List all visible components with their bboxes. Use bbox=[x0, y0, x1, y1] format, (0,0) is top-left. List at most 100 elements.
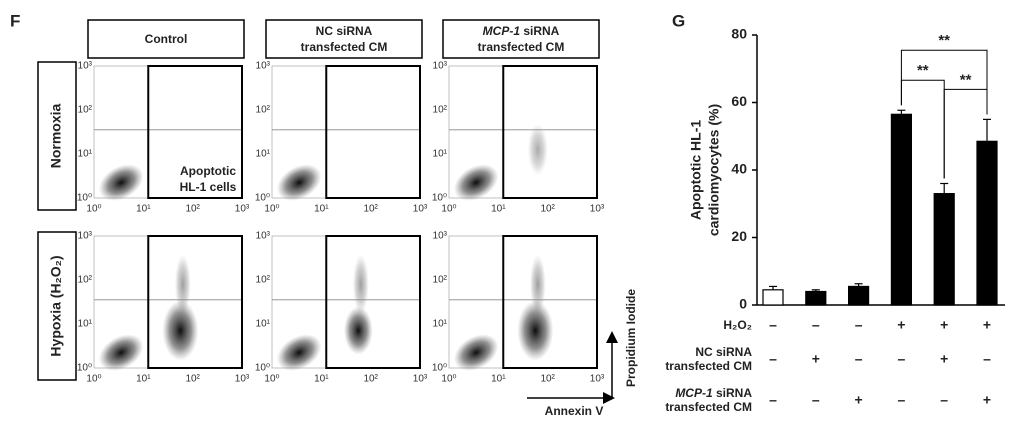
x-tick-label: 10² bbox=[540, 374, 555, 385]
condition-sign: + bbox=[983, 392, 991, 408]
row-header-box bbox=[37, 231, 77, 381]
cell-cloud bbox=[529, 254, 546, 315]
column-header-box bbox=[442, 19, 600, 59]
column-header: transfected CM bbox=[478, 40, 565, 54]
x-tick-label: 10⁰ bbox=[264, 374, 279, 385]
y-tick-label: 10⁰ bbox=[77, 193, 92, 204]
y-tick-label: 10⁰ bbox=[77, 363, 92, 374]
condition-label: transfected CM bbox=[665, 359, 752, 373]
bar bbox=[933, 193, 955, 306]
condition-sign: – bbox=[812, 317, 820, 333]
x-tick-label: 10² bbox=[185, 204, 200, 215]
y-tick-label: 10¹ bbox=[256, 149, 271, 160]
y-tick-label: 10⁰ bbox=[432, 363, 447, 374]
condition-label: H₂O₂ bbox=[723, 318, 752, 332]
y-tick-label: 10⁰ bbox=[255, 193, 270, 204]
condition-sign: + bbox=[940, 317, 948, 333]
y-tick-label: 0 bbox=[739, 296, 747, 312]
cell-cloud bbox=[98, 164, 144, 201]
column-header: Control bbox=[145, 32, 188, 46]
gate bbox=[502, 65, 598, 199]
bar bbox=[762, 289, 784, 306]
y-tick-label: 10² bbox=[433, 105, 448, 116]
condition-sign: – bbox=[855, 351, 863, 367]
y-tick-label: 10¹ bbox=[256, 319, 271, 330]
condition-label-italic: MCP-1 bbox=[675, 386, 713, 400]
y-axis-label: Propidium Iodide bbox=[624, 289, 638, 387]
gate bbox=[325, 65, 421, 199]
y-axis-label: Apoptotic HL-1 bbox=[688, 120, 704, 221]
condition-sign: + bbox=[983, 317, 991, 333]
x-tick-label: 10¹ bbox=[491, 204, 506, 215]
x-tick-label: 10¹ bbox=[314, 374, 329, 385]
row-header: Hypoxia (H₂O₂) bbox=[48, 255, 64, 356]
condition-label: NC siRNA bbox=[695, 345, 752, 359]
x-tick-label: 10³ bbox=[413, 204, 428, 215]
x-tick-label: 10³ bbox=[590, 374, 605, 385]
bar bbox=[805, 290, 827, 306]
y-axis-label: cardiomyocytes (%) bbox=[706, 104, 722, 236]
cell-cloud bbox=[174, 254, 191, 315]
cell-cloud bbox=[98, 334, 144, 371]
condition-sign: – bbox=[769, 317, 777, 333]
condition-sign: + bbox=[940, 351, 948, 367]
cell-cloud bbox=[162, 300, 199, 361]
column-header-rest: siRNA bbox=[520, 24, 560, 38]
x-tick-label: 10⁰ bbox=[86, 374, 101, 385]
y-tick-label: 10³ bbox=[433, 231, 448, 242]
y-tick-label: 20 bbox=[731, 228, 747, 244]
x-tick-label: 10³ bbox=[590, 204, 605, 215]
y-tick-label: 10² bbox=[256, 275, 271, 286]
y-tick-label: 10⁰ bbox=[432, 193, 447, 204]
y-tick-label: 10³ bbox=[78, 61, 93, 72]
condition-sign: – bbox=[940, 392, 948, 408]
x-tick-label: 10⁰ bbox=[264, 204, 279, 215]
condition-label: transfected CM bbox=[665, 400, 752, 414]
x-tick-label: 10⁰ bbox=[441, 374, 456, 385]
y-tick-label: 80 bbox=[731, 26, 747, 42]
condition-label-rest: siRNA bbox=[713, 386, 753, 400]
column-header: NC siRNA bbox=[316, 24, 373, 38]
significance-label: ** bbox=[917, 62, 929, 79]
condition-sign: + bbox=[812, 351, 820, 367]
gate bbox=[147, 65, 243, 199]
significance-label: ** bbox=[960, 71, 972, 88]
gate bbox=[502, 235, 598, 369]
cell-cloud bbox=[352, 254, 369, 315]
x-tick-label: 10² bbox=[363, 374, 378, 385]
y-tick-label: 10¹ bbox=[78, 319, 93, 330]
column-header: transfected CM bbox=[301, 40, 388, 54]
cell-cloud bbox=[276, 334, 322, 371]
condition-sign: + bbox=[855, 392, 863, 408]
panel-label: F bbox=[10, 11, 20, 30]
cell-cloud bbox=[453, 334, 499, 371]
cell-cloud bbox=[517, 300, 554, 361]
y-tick-label: 10¹ bbox=[78, 149, 93, 160]
bar bbox=[890, 113, 913, 306]
x-tick-label: 10² bbox=[185, 374, 200, 385]
x-tick-label: 10¹ bbox=[136, 374, 151, 385]
cell-cloud bbox=[453, 164, 499, 201]
column-header-box bbox=[87, 19, 245, 59]
bar bbox=[847, 285, 870, 306]
significance-bracket bbox=[900, 49, 988, 115]
y-tick-label: 10³ bbox=[433, 61, 448, 72]
cell-cloud bbox=[276, 164, 322, 201]
y-tick-label: 40 bbox=[731, 161, 747, 177]
x-tick-label: 10⁰ bbox=[441, 204, 456, 215]
y-tick-label: 10³ bbox=[256, 61, 271, 72]
condition-sign: + bbox=[897, 317, 905, 333]
condition-sign: – bbox=[812, 392, 820, 408]
x-tick-label: 10³ bbox=[413, 374, 428, 385]
y-tick-label: 10² bbox=[256, 105, 271, 116]
significance-label: ** bbox=[938, 32, 950, 49]
bar bbox=[976, 140, 998, 306]
x-tick-label: 10¹ bbox=[314, 204, 329, 215]
column-header-box bbox=[265, 19, 423, 59]
y-tick-label: 10² bbox=[78, 275, 93, 286]
x-tick-label: 10¹ bbox=[136, 204, 151, 215]
x-tick-label: 10³ bbox=[235, 374, 250, 385]
column-header: MCP-1 siRNA bbox=[483, 24, 560, 38]
x-axis-label: Annexin V bbox=[545, 404, 604, 418]
